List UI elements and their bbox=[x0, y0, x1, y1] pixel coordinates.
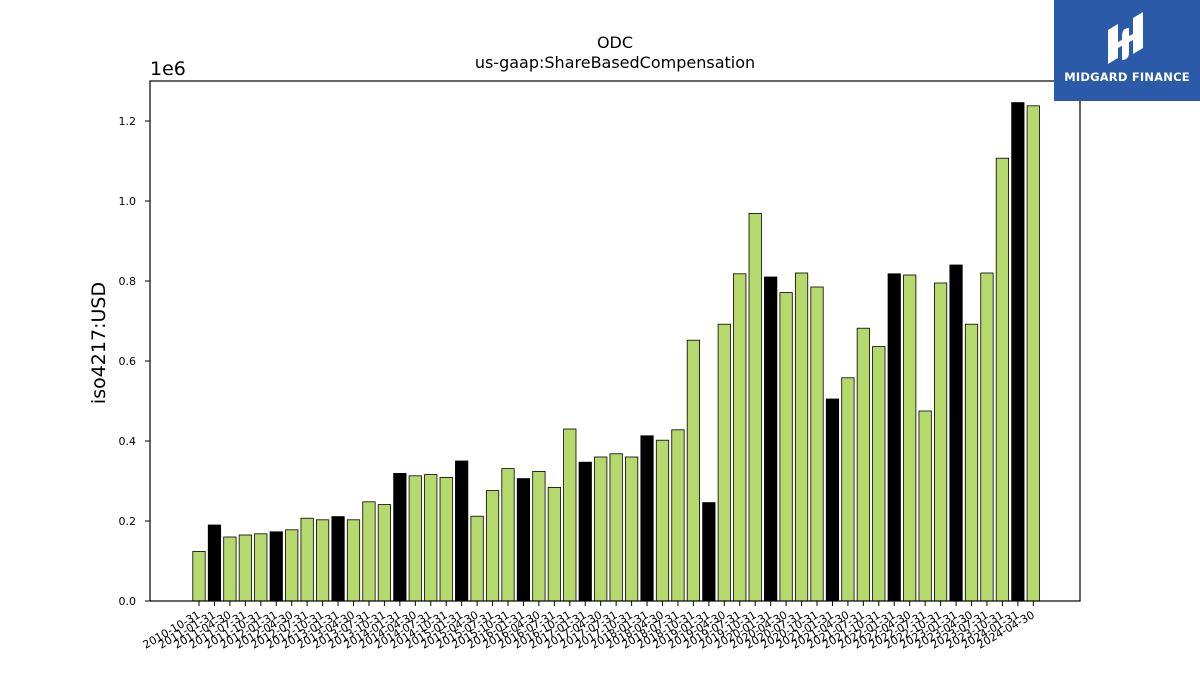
chart-title: ODC bbox=[597, 33, 633, 52]
bar-2014-10-31 bbox=[439, 476, 453, 602]
bar-2023-04-30 bbox=[964, 323, 979, 602]
bar-2021-10-31 bbox=[872, 346, 886, 602]
bar-2013-01-31 bbox=[331, 516, 345, 602]
bar-2015-01-31 bbox=[455, 460, 469, 602]
bar-2024-04-30 bbox=[1026, 105, 1040, 602]
bar-2014-07-31 bbox=[424, 474, 438, 602]
bar-2013-10-31 bbox=[377, 504, 392, 602]
bar-2019-10-31 bbox=[748, 212, 762, 602]
bar-2015-04-30 bbox=[470, 515, 484, 602]
bar-2019-07-31 bbox=[733, 273, 747, 602]
bar-2017-04-30 bbox=[594, 456, 608, 602]
bar-2012-04-30 bbox=[285, 529, 299, 602]
bar-2018-01-31 bbox=[640, 435, 654, 602]
bar-2011-01-31 bbox=[207, 524, 222, 602]
plot-area-frame bbox=[149, 80, 1081, 602]
y-axis-ticks: 0.0 0.2 0.4 0.6 0.8 1.0 1.2 bbox=[119, 115, 150, 608]
bar-2022-04-30 bbox=[903, 274, 917, 602]
y-tick-label: 0.0 bbox=[119, 595, 137, 608]
bar-2017-10-31 bbox=[625, 456, 639, 602]
bar-2012-07-31 bbox=[300, 517, 314, 602]
y-axis-multiplier: 1e6 bbox=[150, 58, 186, 80]
bar-2015-10-31 bbox=[501, 468, 515, 602]
bar-2023-07-31 bbox=[980, 272, 994, 602]
bar-2018-07-31 bbox=[671, 429, 685, 602]
bar-2016-10-31 bbox=[563, 428, 577, 602]
logo-text: MIDGARD FINANCE bbox=[1064, 70, 1190, 84]
bar-2020-01-31 bbox=[764, 276, 778, 602]
y-tick-label: 0.4 bbox=[119, 435, 137, 448]
bar-2021-01-31 bbox=[825, 398, 840, 602]
bar-2015-07-31 bbox=[485, 490, 500, 602]
bars-group bbox=[192, 102, 1040, 602]
bar-2012-01-31 bbox=[269, 531, 283, 602]
bar-2011-07-31 bbox=[238, 534, 252, 602]
y-tick-label: 0.8 bbox=[119, 275, 137, 288]
bar-2020-07-31 bbox=[794, 272, 809, 602]
y-axis-label: iso4217:USD bbox=[88, 282, 110, 404]
bar-2018-04-30 bbox=[655, 439, 670, 602]
bar-2019-04-30 bbox=[717, 323, 731, 602]
bar-2023-10-31 bbox=[995, 157, 1010, 602]
bar-2021-07-31 bbox=[856, 327, 870, 602]
bar-2011-04-30 bbox=[223, 536, 237, 602]
bar-2021-04-30 bbox=[841, 377, 855, 602]
bar-2012-10-31 bbox=[315, 519, 330, 602]
x-axis-ticks: 2010-10-312011-01-312011-04-302011-07-31… bbox=[141, 601, 1037, 652]
bar-2017-01-31 bbox=[578, 461, 592, 602]
y-tick-label: 0.2 bbox=[119, 515, 137, 528]
bar-2013-07-31 bbox=[362, 501, 376, 602]
bar-2020-04-30 bbox=[779, 292, 793, 602]
bar-2014-01-31 bbox=[393, 472, 407, 602]
logo-mark-icon bbox=[1108, 12, 1143, 64]
y-tick-label: 1.0 bbox=[119, 195, 137, 208]
bar-2022-01-31 bbox=[887, 273, 901, 602]
bar-2018-10-31 bbox=[686, 339, 701, 602]
bar-2023-01-31 bbox=[949, 264, 963, 602]
bar-2014-04-30 bbox=[408, 475, 422, 602]
midgard-finance-logo: MIDGARD FINANCE bbox=[1054, 0, 1200, 101]
y-tick-label: 0.6 bbox=[119, 355, 137, 368]
bar-2016-01-31 bbox=[516, 478, 531, 602]
bar-2022-10-31 bbox=[934, 282, 948, 602]
bar-2024-01-31 bbox=[1011, 102, 1025, 602]
bar-2017-07-31 bbox=[609, 453, 623, 602]
chart-subtitle: us-gaap:ShareBasedCompensation bbox=[475, 53, 755, 72]
bar-2016-04-30 bbox=[532, 470, 546, 602]
bar-2013-04-30 bbox=[346, 519, 361, 602]
bar-2011-10-31 bbox=[254, 533, 268, 602]
y-tick-label: 1.2 bbox=[119, 115, 137, 128]
bar-2016-07-31 bbox=[547, 486, 561, 602]
bar-2020-10-31 bbox=[810, 286, 824, 602]
bar-2019-01-31 bbox=[702, 502, 716, 602]
bar-2022-07-31 bbox=[918, 410, 932, 602]
bar-2010-10-31 bbox=[192, 551, 206, 602]
